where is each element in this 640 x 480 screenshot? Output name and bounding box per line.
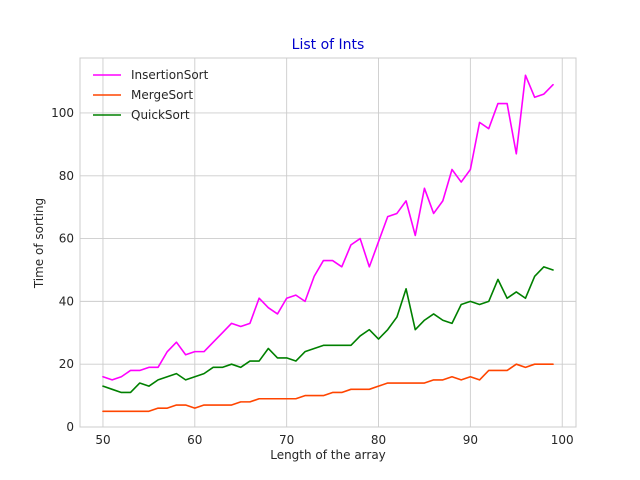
y-axis-label: Time of sorting bbox=[32, 198, 46, 289]
x-tick-label: 90 bbox=[463, 433, 478, 447]
y-tick-label: 80 bbox=[59, 169, 74, 183]
chart-title: List of Ints bbox=[292, 37, 365, 53]
plot-frame bbox=[79, 57, 577, 428]
y-tick-labels: 0 20 40 60 80 100 bbox=[51, 106, 74, 434]
y-tick-label: 40 bbox=[59, 294, 74, 308]
series-line-insertionsort bbox=[102, 74, 554, 381]
x-axis-label: Length of the array bbox=[270, 448, 386, 462]
series-line-quicksort bbox=[102, 266, 554, 394]
y-tick-label: 20 bbox=[59, 357, 74, 371]
legend-label: QuickSort bbox=[131, 108, 190, 122]
y-tick-label: 0 bbox=[66, 420, 74, 434]
series-line-mergesort bbox=[102, 363, 554, 413]
x-tick-label: 70 bbox=[279, 433, 294, 447]
series-layer bbox=[102, 74, 554, 413]
legend-label: MergeSort bbox=[131, 88, 193, 102]
x-tick-labels: 50 60 70 80 90 100 bbox=[95, 433, 573, 447]
x-tick-label: 50 bbox=[95, 433, 110, 447]
y-tick-label: 100 bbox=[51, 106, 74, 120]
legend-label: InsertionSort bbox=[131, 68, 209, 82]
legend: InsertionSort MergeSort QuickSort bbox=[93, 68, 209, 122]
x-tick-label: 80 bbox=[371, 433, 386, 447]
y-tick-label: 60 bbox=[59, 232, 74, 246]
x-tick-label: 100 bbox=[551, 433, 574, 447]
x-tick-label: 60 bbox=[187, 433, 202, 447]
